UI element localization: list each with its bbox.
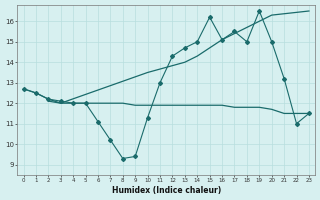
X-axis label: Humidex (Indice chaleur): Humidex (Indice chaleur) bbox=[112, 186, 221, 195]
